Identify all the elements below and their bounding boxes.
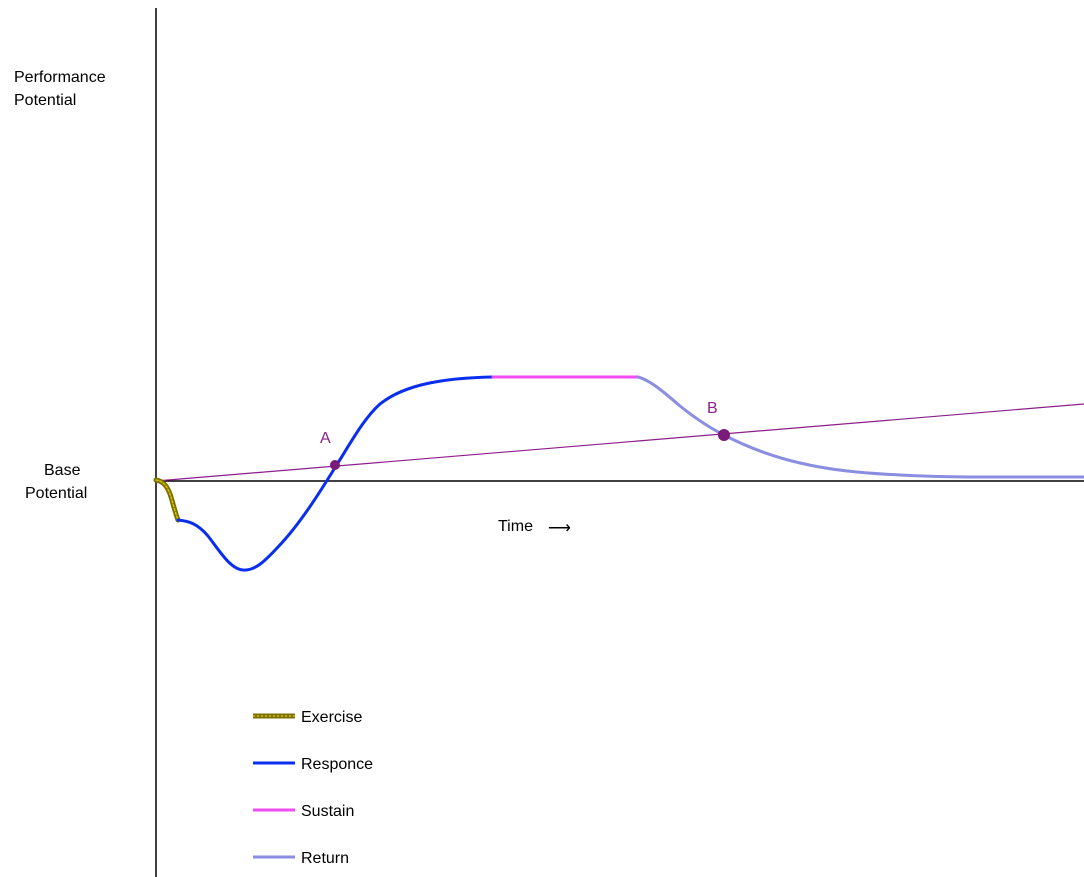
legend-item-response: Responce	[253, 756, 373, 773]
point-a-marker	[330, 460, 340, 470]
legend-label-response: Responce	[301, 756, 373, 773]
legend-item-exercise: Exercise	[253, 709, 362, 726]
time-arrow-icon: ⟶	[548, 520, 571, 537]
legend-item-return: Return	[253, 850, 349, 867]
exercise-curve	[155, 479, 179, 521]
point-b-label: B	[707, 400, 718, 417]
legend-label-return: Return	[301, 850, 349, 867]
time-label: Time	[498, 518, 533, 535]
point-b-marker	[718, 429, 730, 441]
return-curve	[636, 375, 1084, 479]
trend-line	[155, 403, 1084, 482]
response-curve	[176, 375, 495, 572]
legend-label-exercise: Exercise	[301, 709, 362, 726]
legend-item-sustain: Sustain	[253, 803, 354, 820]
legend: Exercise Responce Sustain Return	[253, 709, 373, 867]
exercise-curve-outline	[153, 477, 181, 523]
legend-label-sustain: Sustain	[301, 803, 354, 820]
baseline-label-line1: Base	[44, 462, 81, 479]
y-axis-label-line2: Potential	[14, 92, 76, 109]
baseline-label-line2: Potential	[25, 485, 87, 502]
y-axis-label-line1: Performance	[14, 69, 106, 86]
point-a-label: A	[320, 430, 331, 447]
